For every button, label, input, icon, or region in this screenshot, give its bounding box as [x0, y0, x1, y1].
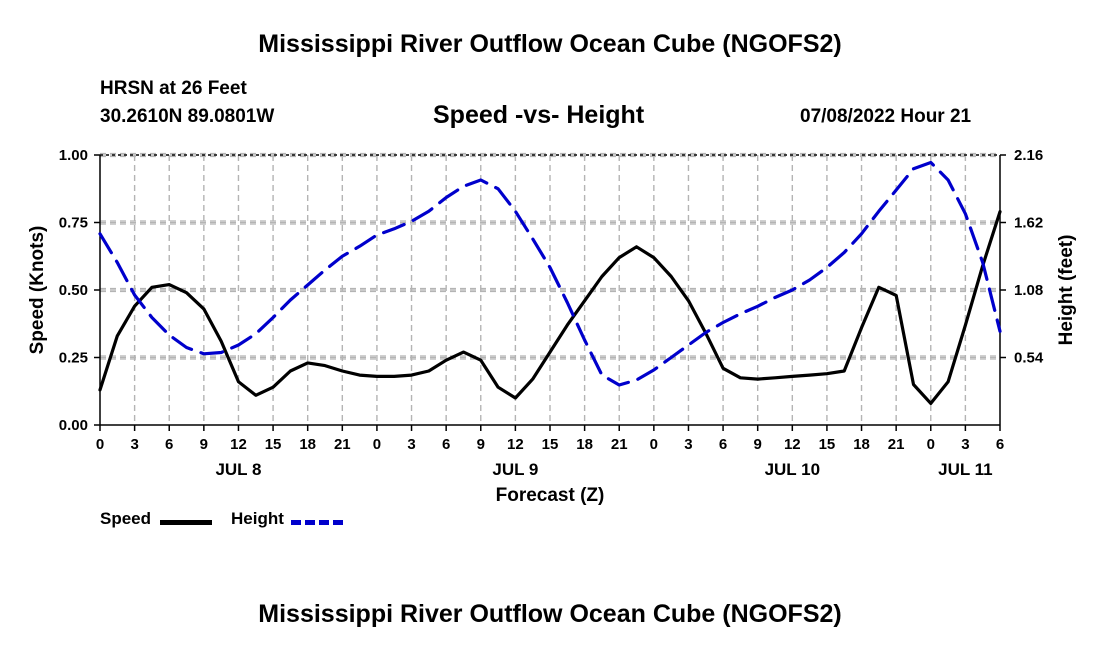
series: [98, 160, 1002, 405]
x-tick-label: 18: [576, 436, 593, 453]
legend-height-label: Height: [231, 509, 284, 528]
legend-speed-label: Speed: [100, 509, 152, 528]
y2-tick-label: 0.54: [1014, 350, 1044, 367]
x-axis-title: Forecast (Z): [496, 485, 605, 506]
grid: [100, 152, 1000, 425]
y-axis-title: Speed (Knots): [27, 226, 48, 355]
x-tick-label: 15: [542, 436, 559, 453]
y2-tick-label: 2.16: [1014, 147, 1043, 164]
coordinates-label: 30.2610N 89.0801W: [100, 106, 275, 127]
y2-tick-label: 1.08: [1014, 282, 1043, 299]
date-label: JUL 11: [938, 460, 993, 479]
page-title: Mississippi River Outflow Ocean Cube (NG…: [258, 30, 842, 58]
x-tick-label: 6: [719, 436, 727, 453]
x-tick-label: 18: [853, 436, 870, 453]
x-tick-label: 21: [611, 436, 628, 453]
y-tick-label: 0.50: [59, 282, 88, 299]
x-tick-label: 12: [507, 436, 524, 453]
y-tick-label: 0.25: [59, 350, 88, 367]
series-line-speed: [98, 210, 1002, 405]
x-tick-label: 6: [996, 436, 1004, 453]
x-tick-label: 21: [888, 436, 905, 453]
forecast-date-label: 07/08/2022 Hour 21: [800, 106, 972, 127]
x-tick-label: 15: [819, 436, 836, 453]
y2-tick-label: 1.62: [1014, 215, 1043, 232]
speed-height-chart: 0 3 6 9 12 15 18 21 0 3 6 9 12 15 18 21 0 3 6 9 12 15 18 21 0 3 6J…: [27, 147, 1077, 506]
legend-height-swatch: [291, 520, 343, 525]
x-tick-label: 3: [407, 436, 415, 453]
x-tick-label: 3: [684, 436, 692, 453]
x-tick-label: 0: [927, 436, 935, 453]
x-tick-label: 3: [130, 436, 138, 453]
footer-title: Mississippi River Outflow Ocean Cube (NG…: [258, 600, 842, 628]
y2-axis-title: Height (feet): [1056, 235, 1077, 346]
x-tick-label: 9: [754, 436, 762, 453]
station-label: HRSN at 26 Feet: [100, 78, 247, 99]
x-tick-label: 15: [265, 436, 282, 453]
x-tick-label: 0: [96, 436, 104, 453]
x-tick-label: 12: [230, 436, 247, 453]
date-label: JUL 9: [492, 460, 538, 479]
x-tick-label: 9: [200, 436, 208, 453]
y-tick-label: 1.00: [59, 147, 88, 164]
legend-speed-swatch: [160, 520, 212, 525]
x-tick-label: 18: [299, 436, 316, 453]
date-label: JUL 10: [765, 460, 820, 479]
x-tick-label: 21: [334, 436, 351, 453]
y-tick-label: 0.00: [59, 417, 88, 434]
x-tick-label: 12: [784, 436, 801, 453]
date-label: JUL 8: [215, 460, 261, 479]
series-line-height: [98, 160, 1002, 387]
x-tick-label: 6: [165, 436, 173, 453]
x-tick-label: 9: [477, 436, 485, 453]
axes: [94, 154, 1006, 431]
x-tick-label: 6: [442, 436, 450, 453]
y-tick-label: 0.75: [59, 215, 88, 232]
x-tick-label: 3: [961, 436, 969, 453]
labels: 0 3 6 9 12 15 18 21 0 3 6 9 12 15 18 21 0 3 6 9 12 15 18 21 0 3 6J…: [27, 147, 1077, 506]
x-tick-label: 0: [373, 436, 381, 453]
x-tick-label: 0: [650, 436, 658, 453]
chart-title: Speed -vs- Height: [433, 101, 645, 129]
